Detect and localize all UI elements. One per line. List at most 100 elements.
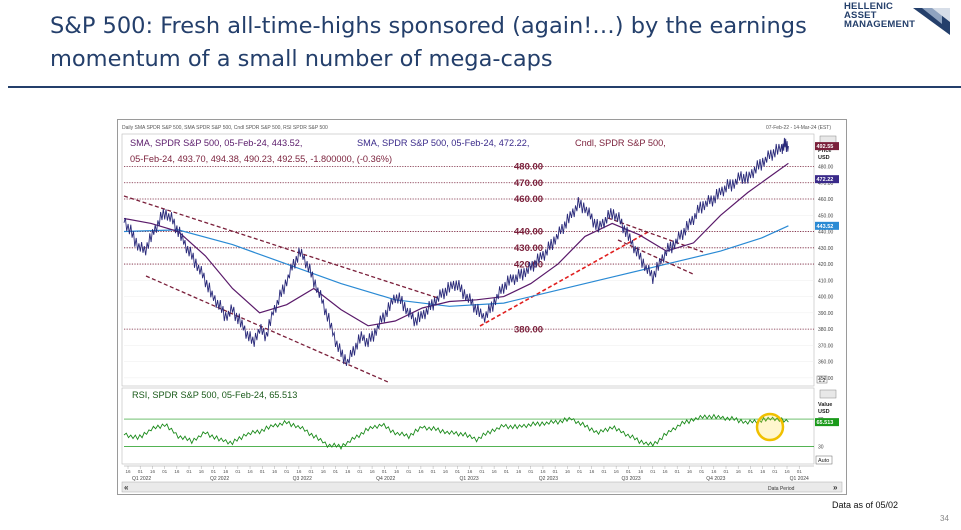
price-badge-bg [815, 175, 839, 184]
price-tick-label: 370.00 [818, 343, 834, 349]
nav-left-button[interactable]: « [124, 483, 129, 492]
x-day-label: 16 [345, 469, 351, 474]
x-day-label: 16 [687, 469, 693, 474]
x-axis: 16 01 16 01 16 01 16 01 16 01 16 01 16 01 16 01 16 01 16 01… [124, 465, 814, 482]
rsi-plot-area [121, 387, 815, 465]
title-line-1: S&P 500: Fresh all-time-highs sponsored … [50, 13, 807, 39]
x-day-label: 01 [211, 469, 217, 474]
x-quarter-label: Q1 2022 [132, 476, 151, 482]
x-day-label: 01 [309, 469, 315, 474]
rsi-badge: 65.513 [815, 418, 839, 427]
date-range: 07-Feb-22 - 14-Mar-24 (EST) [766, 125, 831, 131]
x-day-label: 01 [577, 469, 583, 474]
x-day-label: 01 [748, 469, 754, 474]
x-day-label: 01 [797, 469, 803, 474]
level-label: 420.00 [514, 259, 543, 270]
x-day-label: 16 [296, 469, 302, 474]
logo-line-3: MANAGEMENT [844, 19, 916, 30]
price-plot-area [121, 133, 815, 387]
auto-button[interactable] [815, 455, 833, 465]
x-day-label: 16 [174, 469, 180, 474]
uptrend-line [479, 231, 649, 327]
price-tick-label: 460.00 [818, 197, 834, 203]
price-tick-label: 480.00 [818, 165, 834, 171]
rsi-line [123, 413, 789, 450]
x-quarter-label: Q3 2022 [293, 476, 312, 482]
level-label: 430.00 [514, 243, 543, 254]
price-axis-title-1: Price [818, 148, 831, 154]
x-day-label: 16 [394, 469, 400, 474]
scale-box[interactable] [816, 375, 828, 384]
x-day-label: 16 [638, 469, 644, 474]
x-day-label: 01 [626, 469, 632, 474]
x-day-label: 16 [199, 469, 205, 474]
rsi-axis-title-1: Value [818, 402, 832, 408]
x-day-label: 01 [455, 469, 461, 474]
x-day-label: 16 [248, 469, 254, 474]
x-day-label: 01 [601, 469, 607, 474]
title-divider [8, 86, 961, 88]
price-legend: SMA, SPDR S&P 500, 05-Feb-24, 443.52, SM… [130, 138, 666, 164]
chart-panel: Daily SMA SPDR S&P 500, SMA SPDR S&P 500… [117, 119, 847, 495]
rsi-axis-title-2: USD [818, 409, 830, 415]
rsi-tick-label: 30 [818, 444, 824, 450]
x-day-label: 01 [357, 469, 363, 474]
auto-label: Auto [818, 458, 829, 464]
price-badges: 492.55 472.22 443.52 [815, 142, 839, 230]
price-tick-label: 410.00 [818, 278, 834, 284]
x-day-label: 01 [772, 469, 778, 474]
page-number: 34 [940, 514, 949, 523]
price-tick-label: 350.00 [818, 376, 834, 382]
x-day-label: 01 [723, 469, 729, 474]
trend-channels [123, 195, 704, 383]
price-tick-label: 380.00 [818, 327, 834, 333]
x-day-label: 16 [467, 469, 473, 474]
sma-200-line [123, 225, 789, 307]
footnote: Data as of 05/02 [832, 500, 899, 510]
x-day-label: 01 [675, 469, 681, 474]
rsi-panel-toggle-button[interactable] [819, 389, 837, 399]
x-quarter-label: Q2 2023 [539, 476, 558, 482]
x-day-label: 16 [126, 469, 132, 474]
x-day-label: 01 [284, 469, 290, 474]
x-day-label: 01 [699, 469, 705, 474]
x-day-label: 16 [760, 469, 766, 474]
logo-text: HELLENIC ASSET MANAGEMENT [844, 1, 916, 30]
price-line [123, 137, 789, 366]
scale-box-label: 1.2 [819, 378, 826, 384]
price-axis-ticks: 480.00 470.00 460.00 450.00 440.00 430.00 420.… [818, 165, 834, 382]
lower-channel-line [145, 275, 389, 383]
price-tick-label: 440.00 [818, 230, 834, 236]
chart-header-small: Daily SMA SPDR S&P 500, SMA SPDR S&P 500… [122, 125, 328, 131]
level-label: 380.00 [514, 324, 543, 335]
x-quarter-label: Q4 2023 [706, 476, 725, 482]
x-day-label: 16 [540, 469, 546, 474]
slide-title: S&P 500: Fresh all-time-highs sponsored … [50, 10, 830, 76]
x-day-label: 01 [187, 469, 193, 474]
x-day-label: 01 [479, 469, 485, 474]
logo-line-1: HELLENIC [844, 1, 894, 12]
data-period-label[interactable]: Data Period [768, 486, 795, 492]
x-day-label: 16 [711, 469, 717, 474]
title-line-2: momentum of a small number of mega-caps [50, 46, 553, 72]
nav-right-button[interactable]: » [833, 483, 838, 492]
x-day-label: 01 [260, 469, 266, 474]
x-day-label: 16 [370, 469, 376, 474]
rsi-badge-label: 65.513 [817, 420, 834, 426]
nav-bar [121, 481, 843, 493]
price-tick-label: 430.00 [818, 246, 834, 252]
x-quarter-label: Q4 2022 [376, 476, 395, 482]
legend-cndl-values: 05-Feb-24, 493.70, 494.38, 490.23, 492.5… [130, 154, 392, 164]
x-day-label: 16 [418, 469, 424, 474]
level-lines: 480.00 470.00 460.00 440.00 430.00 420.00 380.… [124, 162, 814, 335]
x-day-label: 16 [492, 469, 498, 474]
price-tick-label: 360.00 [818, 360, 834, 366]
x-day-label: 01 [431, 469, 437, 474]
level-label: 480.00 [514, 162, 543, 173]
x-quarter-label: Q2 2022 [210, 476, 229, 482]
x-day-label: 16 [785, 469, 791, 474]
price-badge-bg [815, 221, 839, 230]
x-day-label: 16 [565, 469, 571, 474]
x-quarter-label: Q3 2023 [622, 476, 641, 482]
x-quarter-label: Q1 2023 [459, 476, 478, 482]
